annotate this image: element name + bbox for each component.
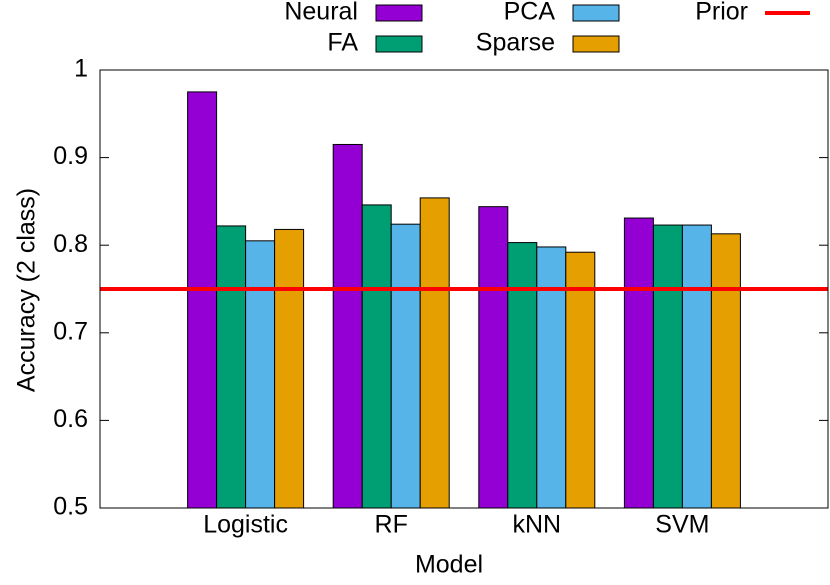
legend-label: PCA	[504, 0, 556, 26]
bar	[361, 204, 392, 509]
bar	[652, 224, 683, 509]
x-axis-label: Model	[415, 551, 483, 579]
bar	[478, 206, 509, 509]
bar	[565, 251, 596, 509]
y-tick-label: 0.5	[53, 493, 88, 521]
x-tick-label: SVM	[655, 511, 709, 539]
y-tick-label: 0.9	[53, 142, 88, 170]
y-tick-label: 1	[74, 55, 88, 83]
y-tick-label: 0.7	[53, 317, 88, 345]
y-tick-label: 0.8	[53, 230, 88, 258]
legend-label: Sparse	[476, 29, 555, 57]
bar	[710, 233, 741, 509]
legend-swatch	[572, 4, 620, 22]
legend-label: FA	[327, 29, 358, 57]
legend-label: Neural	[284, 0, 358, 26]
legend-swatch	[375, 4, 423, 22]
legend-swatch	[375, 35, 423, 53]
bar	[507, 242, 538, 509]
bar	[332, 143, 363, 509]
bar	[419, 197, 450, 509]
bar	[536, 246, 567, 509]
plot-border	[99, 69, 829, 509]
bar	[623, 217, 654, 509]
x-tick-label: kNN	[512, 511, 561, 539]
y-tick-label: 0.6	[53, 405, 88, 433]
legend-label: Prior	[695, 0, 748, 26]
bar	[216, 225, 247, 509]
bar	[187, 91, 218, 509]
x-tick-label: Logistic	[203, 511, 288, 539]
bar	[245, 240, 276, 509]
legend-swatch	[572, 35, 620, 53]
y-axis-label: Accuracy (2 class)	[13, 188, 41, 392]
x-tick-label: RF	[375, 511, 408, 539]
bar	[681, 224, 712, 509]
bar	[390, 223, 421, 509]
bar	[274, 228, 305, 509]
